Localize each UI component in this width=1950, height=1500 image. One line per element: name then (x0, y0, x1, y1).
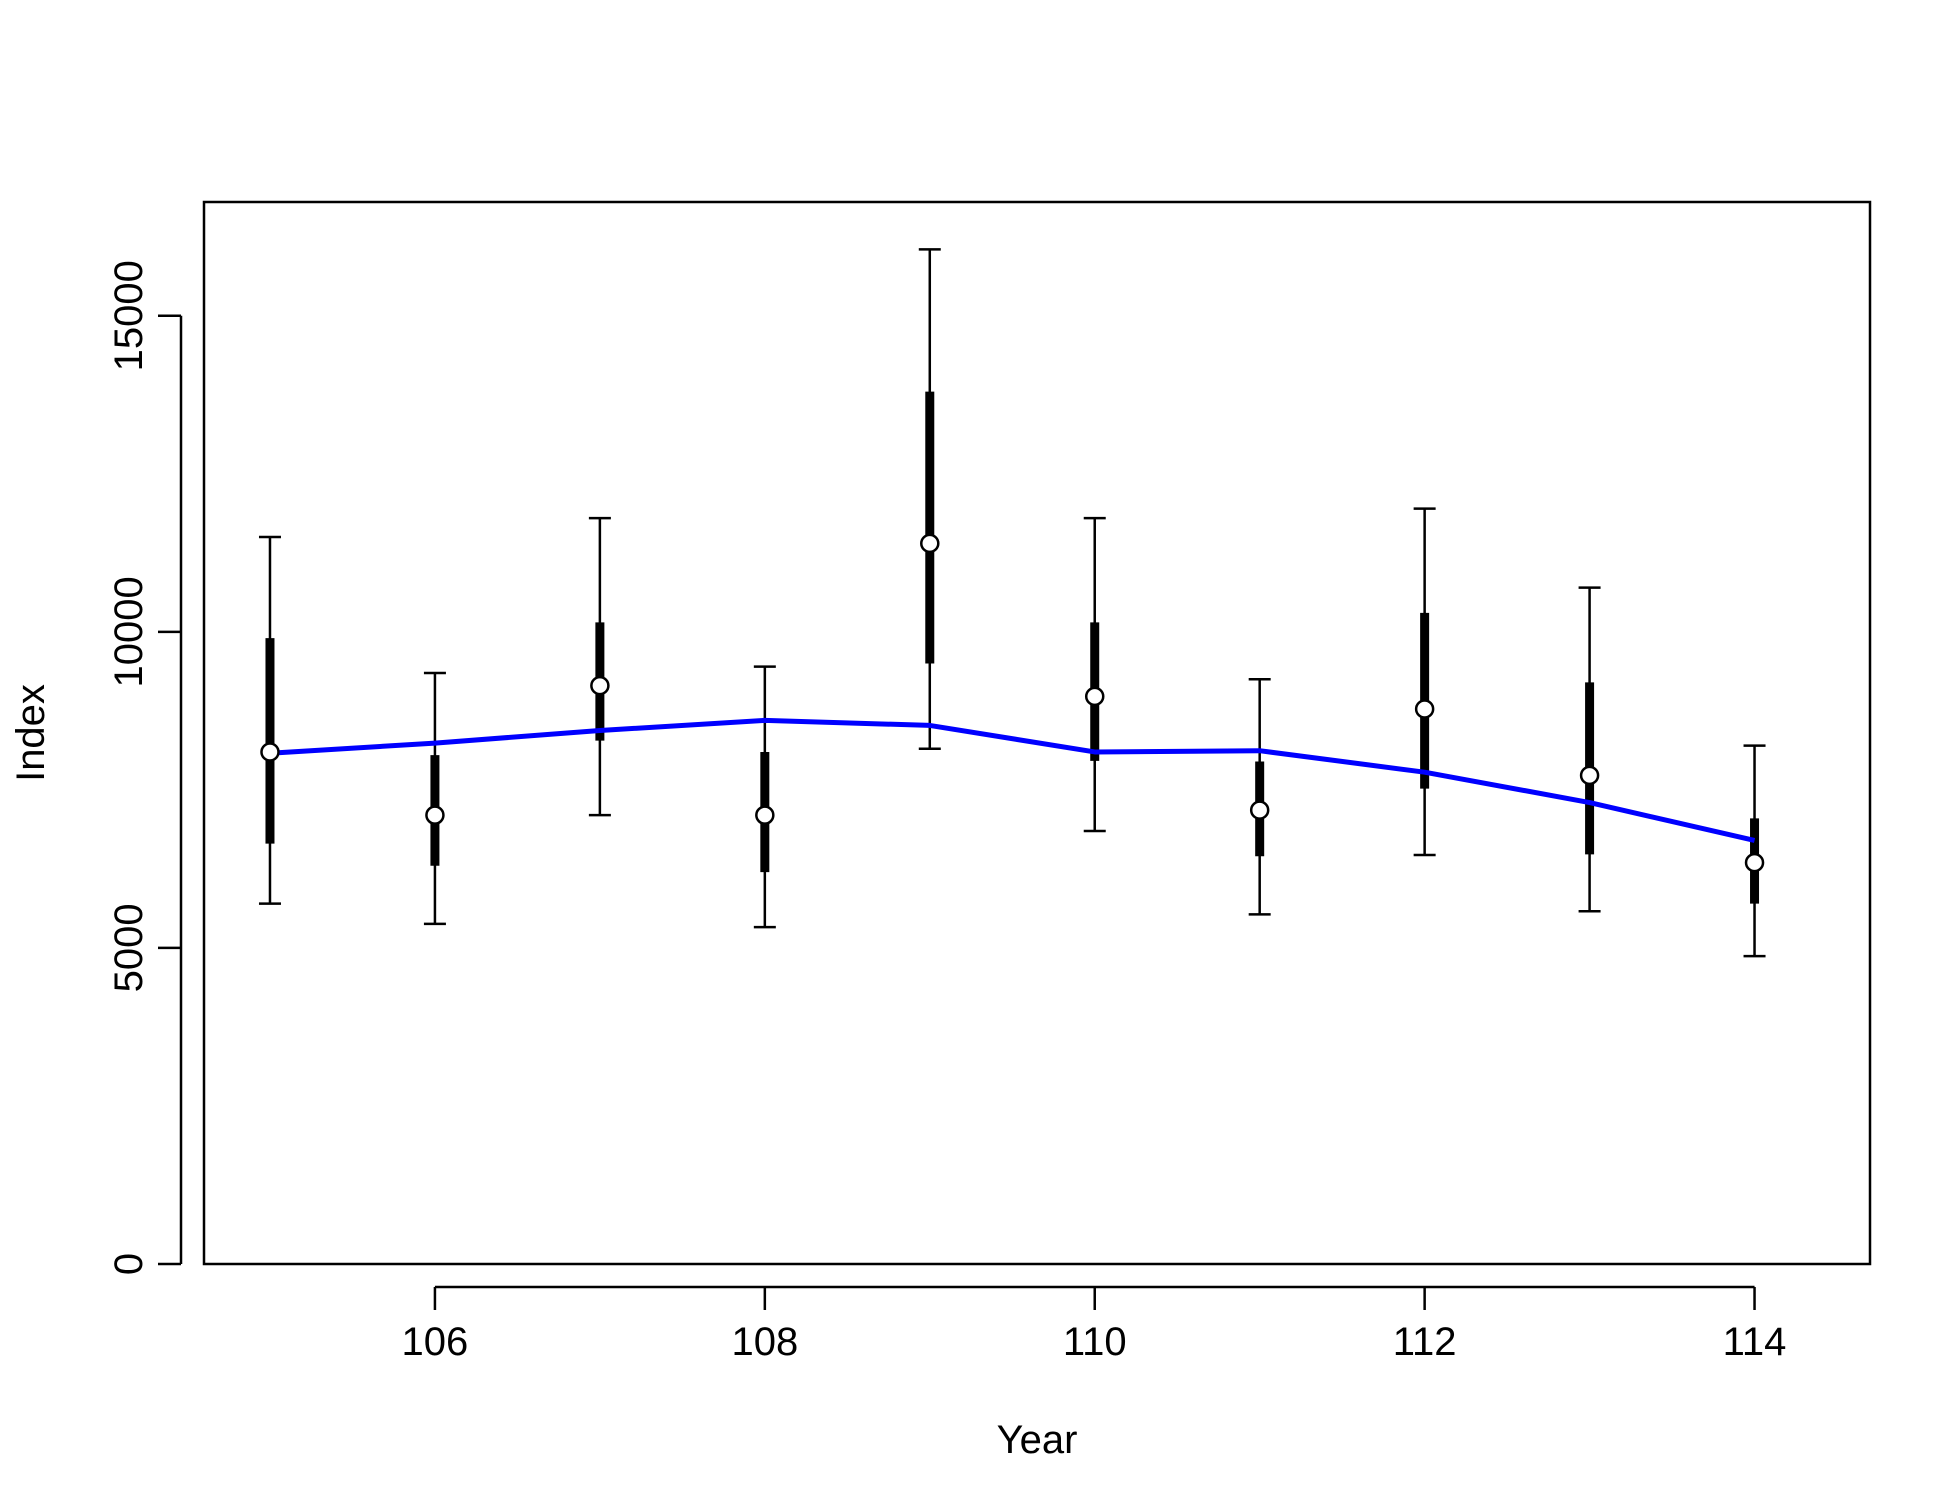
y-tick-label: 0 (107, 1253, 151, 1275)
x-tick-label: 114 (1723, 1320, 1787, 1364)
x-tick-label: 110 (1063, 1320, 1127, 1364)
data-point (590, 675, 610, 696)
outer-intervals (258, 248, 1766, 958)
trend-line (269, 717, 1756, 843)
y-tick-label: 5000 (107, 903, 151, 992)
y-tick-label: 15000 (107, 260, 151, 371)
data-point (260, 742, 280, 762)
y-axis-label: Index (9, 684, 53, 782)
x-tick-label: 108 (731, 1320, 798, 1364)
inner-intervals (265, 391, 1760, 904)
x-axis-label: Year (997, 1418, 1078, 1462)
plot-frame (202, 200, 1872, 1266)
x-tick-label: 112 (1393, 1320, 1457, 1364)
data-point (1084, 686, 1105, 707)
data-point (755, 805, 775, 825)
data-point (1744, 852, 1765, 873)
points-layer (260, 533, 1765, 873)
data-point (425, 805, 445, 825)
x-tick-label: 106 (402, 1320, 469, 1364)
trend-layer (269, 717, 1756, 843)
y-axis: 0 5000 10000 15000 (107, 260, 183, 1275)
data-point (1579, 765, 1600, 786)
data-point (1249, 800, 1270, 820)
x-axis: 106 108 110 112 114 (402, 1285, 1787, 1364)
y-tick-label: 10000 (107, 576, 151, 687)
data-point (920, 533, 940, 554)
data-point (1414, 699, 1435, 719)
